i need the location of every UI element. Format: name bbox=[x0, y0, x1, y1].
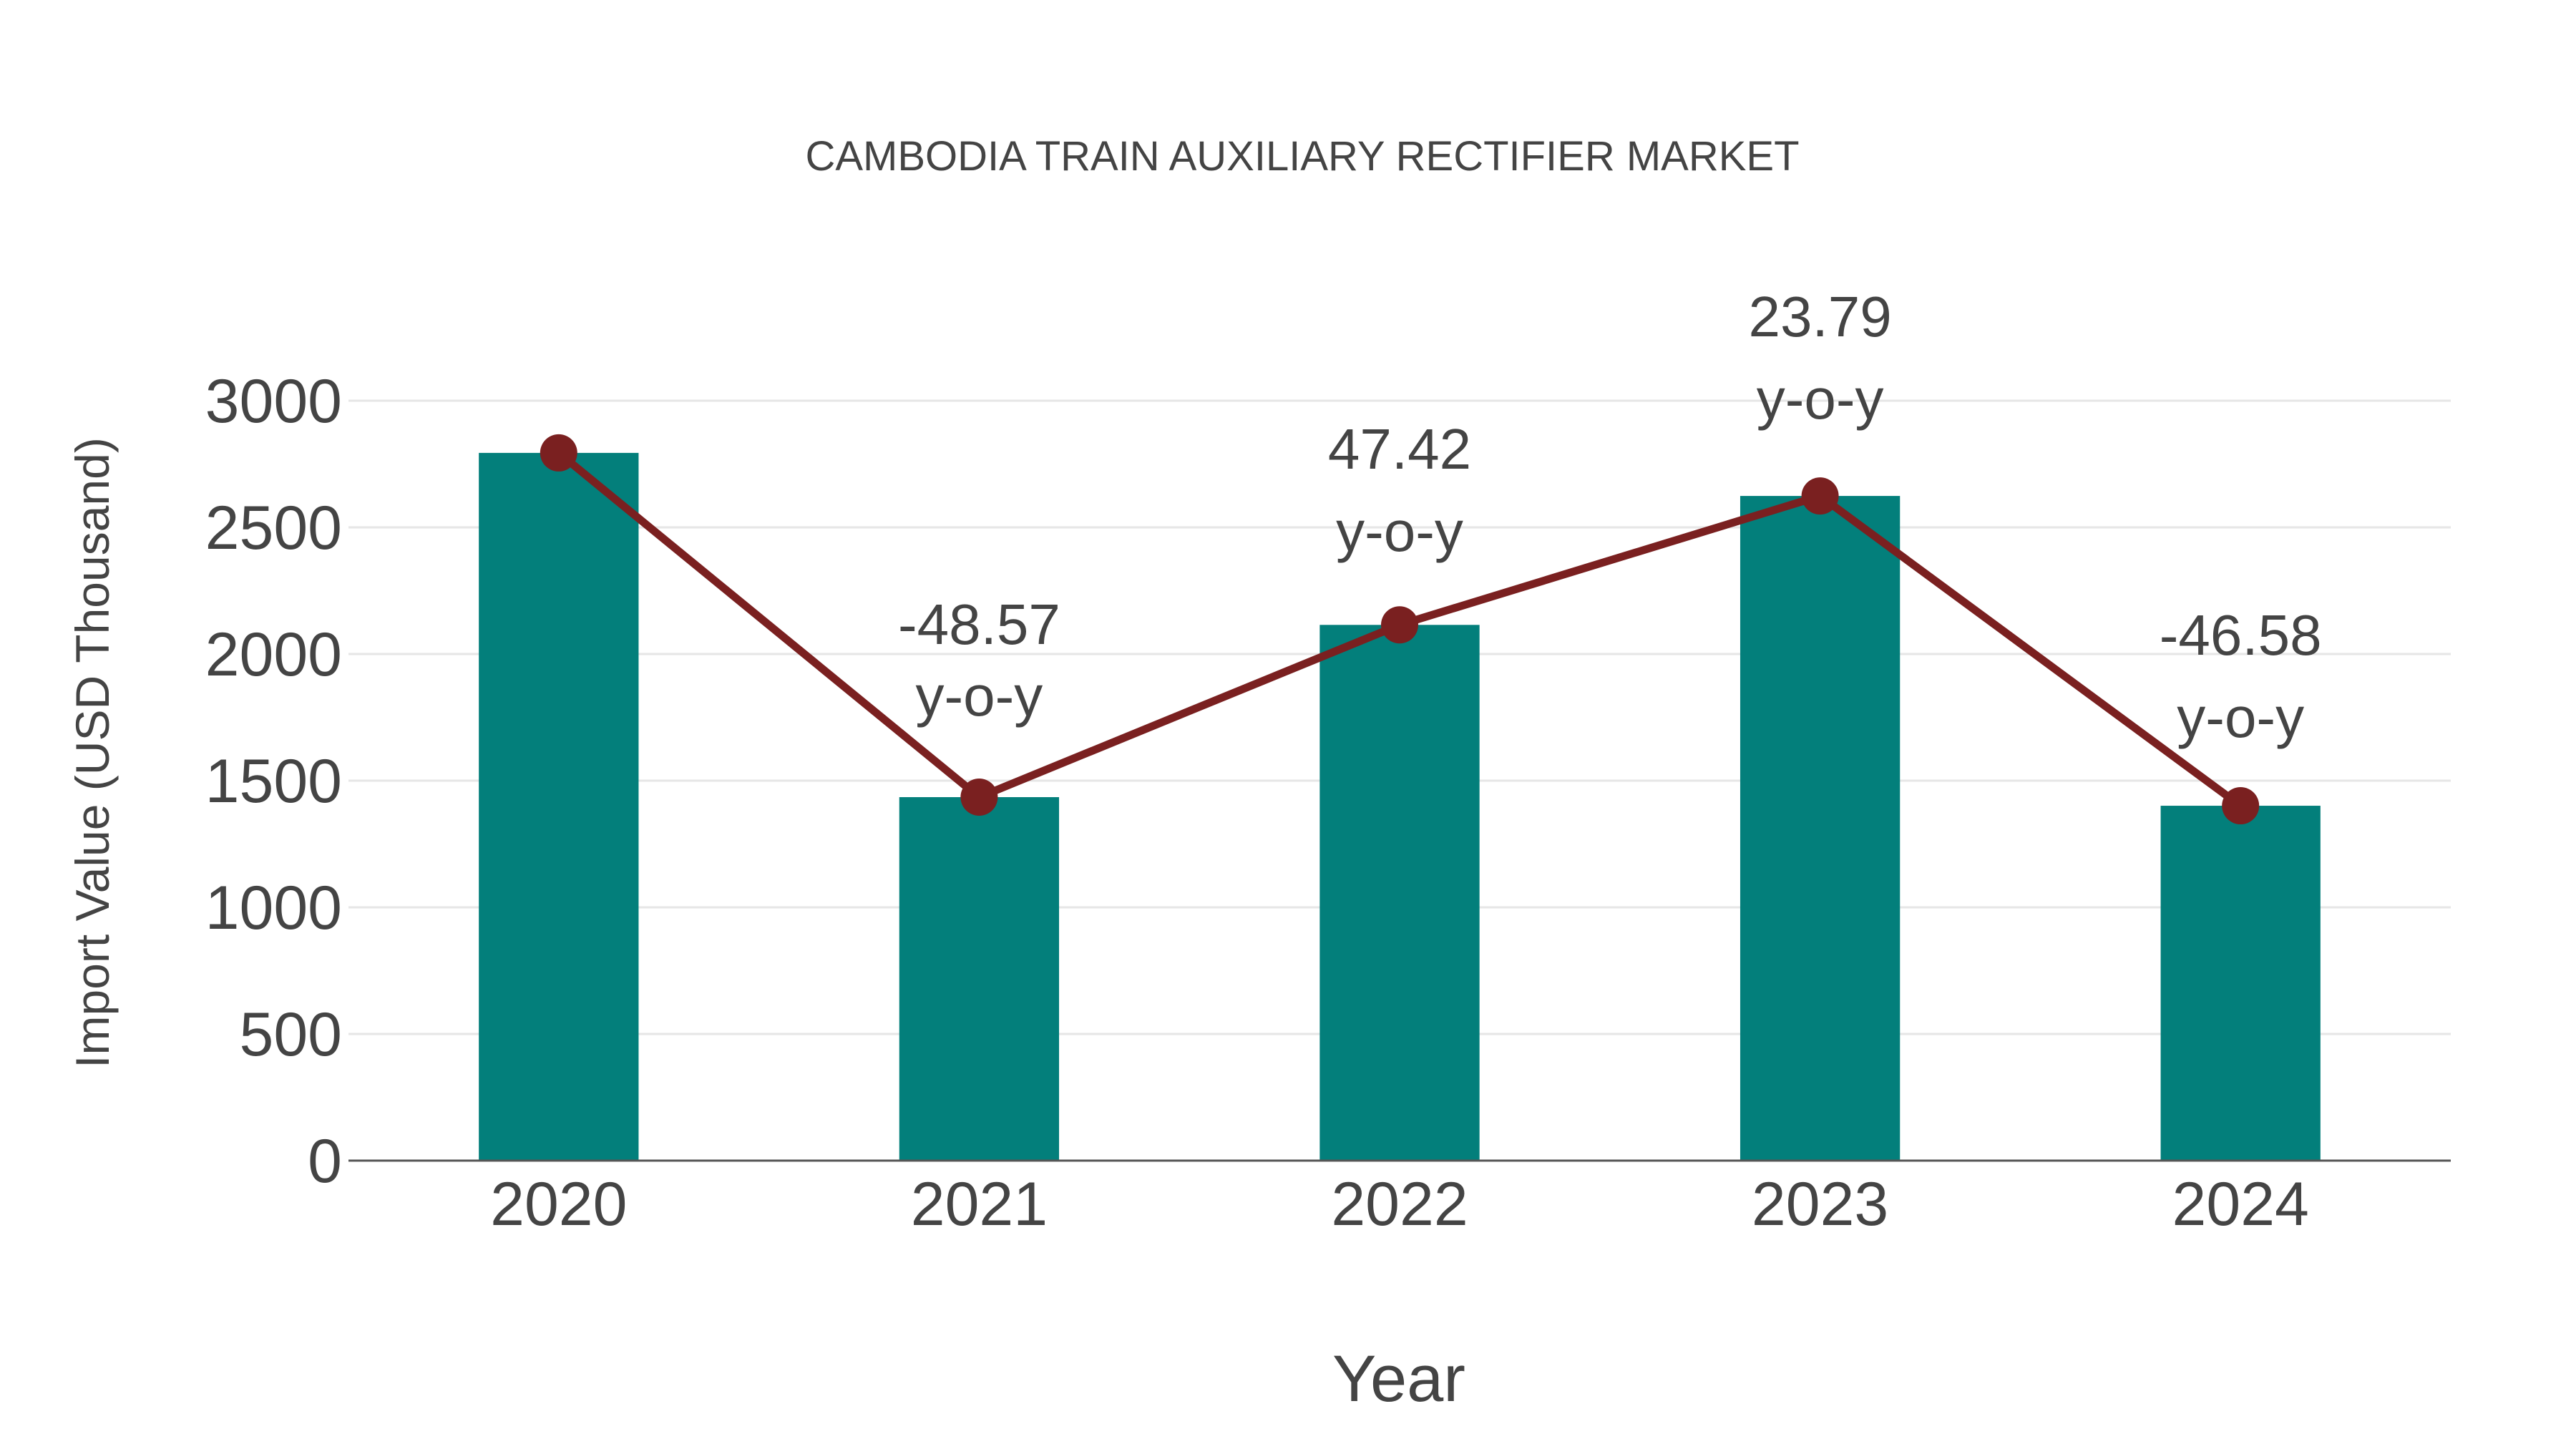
yoy-value: 23.79 bbox=[1748, 285, 1891, 348]
yoy-value: -46.58 bbox=[2160, 603, 2322, 667]
x-axis-ticks: 2020 2021 2022 2023 2024 bbox=[490, 1170, 2309, 1239]
y-tick-label: 0 bbox=[308, 1127, 342, 1196]
y-tick-label: 3000 bbox=[205, 367, 342, 436]
y-tick-label: 500 bbox=[240, 1000, 343, 1069]
yoy-value: -48.57 bbox=[898, 592, 1060, 656]
yoy-suffix: y-o-y bbox=[1336, 499, 1463, 563]
bar-2022[interactable] bbox=[1319, 625, 1480, 1161]
y-axis-title: Import Value (USD Thousand) bbox=[66, 437, 119, 1068]
x-tick-label: 2023 bbox=[1752, 1170, 1888, 1239]
x-axis-title: Year bbox=[1332, 1342, 1465, 1415]
y-tick-label: 1000 bbox=[205, 874, 342, 942]
yoy-annotations: -48.57 y-o-y 47.42 y-o-y 23.79 y-o-y -46.58 y-o… bbox=[898, 285, 2322, 749]
bar-2024[interactable] bbox=[2160, 806, 2321, 1161]
bars bbox=[479, 452, 2321, 1161]
trend-marker-2023[interactable] bbox=[1801, 477, 1839, 515]
bar-2021[interactable] bbox=[899, 797, 1060, 1161]
trend-marker-2021[interactable] bbox=[960, 779, 998, 816]
y-axis-ticks: 0 500 1000 1500 2000 2500 3000 bbox=[205, 367, 342, 1196]
yoy-suffix: y-o-y bbox=[2177, 686, 2304, 749]
x-tick-label: 2024 bbox=[2172, 1170, 2309, 1239]
x-tick-label: 2021 bbox=[911, 1170, 1048, 1239]
chart-title: CAMBODIA TRAIN AUXILIARY RECTIFIER MARKE… bbox=[805, 133, 1799, 180]
trend-marker-2024[interactable] bbox=[2222, 787, 2260, 825]
bar-2023[interactable] bbox=[1740, 496, 1901, 1161]
y-tick-label: 2000 bbox=[205, 620, 342, 689]
trend-marker-2020[interactable] bbox=[540, 434, 577, 472]
yoy-suffix: y-o-y bbox=[1757, 367, 1884, 431]
trend-marker-2022[interactable] bbox=[1381, 606, 1418, 644]
y-tick-label: 1500 bbox=[205, 747, 342, 816]
yoy-suffix: y-o-y bbox=[916, 664, 1043, 728]
bar-2020[interactable] bbox=[479, 452, 639, 1161]
x-tick-label: 2022 bbox=[1331, 1170, 1468, 1239]
y-tick-label: 2500 bbox=[205, 494, 342, 562]
yoy-value: 47.42 bbox=[1328, 417, 1471, 481]
x-tick-label: 2020 bbox=[490, 1170, 627, 1239]
trend-line bbox=[540, 434, 2260, 825]
